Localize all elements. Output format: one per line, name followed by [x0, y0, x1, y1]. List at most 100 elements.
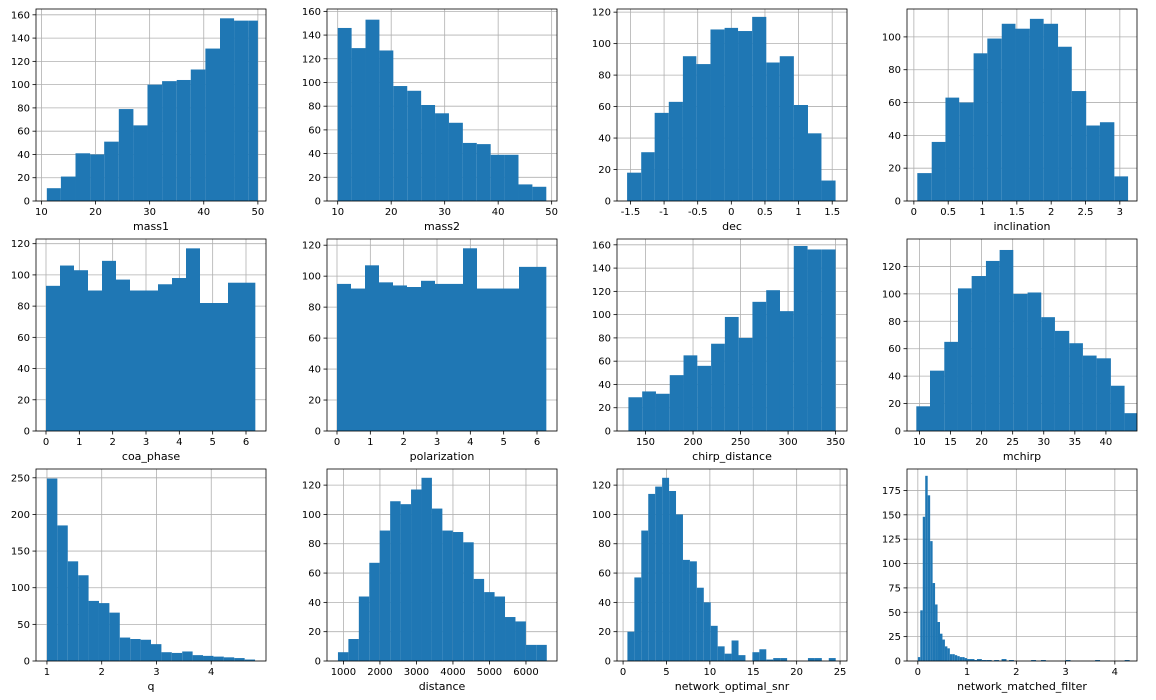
histogram-bar — [525, 644, 537, 661]
y-tick-label: 160 — [11, 10, 30, 21]
histogram-distance: 1000 2000 3000 4000 5000 6000 0 20 40 60 80 100 120 d… — [291, 468, 581, 700]
y-tick-label: 60 — [308, 334, 321, 345]
plot-svg: 0 1 2 3 4 0 25 50 75 100 125 150 175 network_matched_… — [882, 468, 1138, 693]
y-tick-label: 100 — [11, 80, 30, 91]
plot-svg: 10 20 30 40 50 0 20 40 60 80 100 120 140 160 mass2 — [302, 7, 558, 233]
histogram-bar — [248, 20, 258, 201]
y-tick-label: 0 — [605, 657, 611, 668]
histogram-bar — [1082, 355, 1097, 431]
histogram-bar — [648, 493, 656, 661]
x-axis-label: distance — [419, 680, 466, 693]
y-tick-label: 40 — [17, 364, 30, 375]
x-tick-label: 1 — [979, 207, 985, 218]
y-tick-label: 150 — [11, 547, 30, 558]
histogram-bar — [116, 279, 130, 431]
histogram-bar — [1114, 176, 1129, 201]
histogram-bar — [669, 375, 684, 431]
histogram-bar — [1099, 122, 1115, 201]
y-tick-label: 40 — [308, 598, 321, 609]
histogram-bar — [67, 561, 79, 661]
histogram-q: 1 2 3 4 0 50 100 150 200 250 q — [0, 468, 290, 700]
histogram-bar — [365, 265, 379, 431]
y-tick-label: 40 — [598, 598, 611, 609]
histogram-bar — [925, 475, 928, 661]
axes-frame — [906, 8, 1138, 202]
y-tick-label: 250 — [11, 473, 30, 484]
x-tick-label: 30 — [438, 207, 451, 218]
plot-svg: 150 200 250 300 350 0 20 40 60 80 100 120 140 160 chir… — [592, 238, 848, 463]
x-tick-label: 0 — [334, 437, 340, 448]
x-tick-label: 3 — [143, 437, 149, 448]
x-tick-label: 3000 — [404, 667, 429, 678]
histogram-bar — [793, 105, 808, 201]
histogram-bar — [655, 486, 663, 661]
histogram-bar — [927, 495, 931, 661]
x-tick-label: 1.5 — [1009, 207, 1025, 218]
histogram-bar — [118, 109, 134, 201]
histogram-bar — [442, 530, 453, 661]
y-tick-label: 140 — [302, 31, 321, 42]
histogram-bar — [981, 660, 987, 661]
histogram-bar — [703, 602, 711, 661]
histogram-bar — [1015, 28, 1030, 202]
histogram-bar — [407, 90, 422, 201]
histogram-bar — [779, 311, 794, 431]
histogram-bar — [917, 657, 921, 661]
x-tick-label: 10 — [331, 207, 344, 218]
histogram-bar — [494, 596, 506, 661]
histogram-bar — [807, 249, 822, 431]
y-tick-label: 80 — [598, 333, 611, 344]
y-tick-label: 0 — [315, 197, 321, 208]
histogram-bar — [390, 501, 401, 661]
histogram-bar — [130, 639, 141, 661]
histogram-bar — [1124, 660, 1130, 661]
histogram-bar — [1043, 23, 1059, 202]
x-tick-label: 0.5 — [940, 207, 956, 218]
histogram-bar — [627, 631, 635, 661]
histogram-bar — [244, 659, 256, 661]
histogram-bar — [358, 596, 370, 661]
histogram-bar — [1013, 293, 1028, 431]
y-tick-label: 60 — [598, 102, 611, 113]
histogram-bar — [1069, 343, 1083, 431]
histogram-chirp_distance: 150 200 250 300 350 0 20 40 60 80 100 120 140 160 chir… — [581, 238, 871, 470]
y-tick-label: 20 — [308, 173, 321, 184]
histogram-bar — [944, 341, 958, 431]
x-tick-label: 0 — [43, 437, 49, 448]
y-tick-label: 40 — [888, 131, 901, 142]
histogram-bar — [172, 278, 186, 431]
y-tick-label: 40 — [888, 372, 901, 383]
y-tick-label: 80 — [598, 71, 611, 82]
histogram-bar — [945, 97, 960, 201]
x-tick-label: 2 — [1013, 667, 1019, 678]
plot-svg: 10 15 20 25 30 35 40 0 20 40 60 80 100 120 mchirp — [882, 238, 1138, 463]
y-tick-label: 120 — [11, 57, 30, 68]
x-axis-label: coa_phase — [122, 450, 180, 463]
histogram-bar — [90, 154, 105, 201]
histogram-bar — [78, 575, 89, 661]
histogram-bar — [944, 646, 948, 661]
histogram-bar — [654, 112, 669, 201]
x-tick-label: -1 — [659, 207, 669, 218]
histogram-bar — [161, 652, 172, 661]
x-tick-label: 2 — [109, 437, 115, 448]
histogram-bar — [828, 658, 836, 661]
y-tick-label: 20 — [598, 627, 611, 638]
histogram-bar — [711, 343, 725, 431]
x-tick-label: 1 — [76, 437, 82, 448]
x-tick-label: 30 — [1037, 437, 1050, 448]
histogram-bar — [449, 283, 463, 431]
x-tick-label: 50 — [545, 207, 558, 218]
histogram-bar — [1001, 23, 1016, 202]
x-axis-label: dec — [722, 220, 742, 233]
histogram-bar — [130, 290, 144, 431]
histogram-bar — [1041, 317, 1055, 431]
y-tick-label: 80 — [888, 65, 901, 76]
histogram-bar — [676, 514, 683, 661]
histogram-coa_phase: 0 1 2 3 4 5 6 0 20 40 60 80 100 120 coa_phase — [0, 238, 290, 470]
y-tick-label: 100 — [11, 583, 30, 594]
histogram-bar — [766, 659, 774, 661]
histogram-bar — [724, 316, 739, 431]
histogram-bar — [973, 53, 988, 201]
x-tick-label: 40 — [1100, 437, 1113, 448]
